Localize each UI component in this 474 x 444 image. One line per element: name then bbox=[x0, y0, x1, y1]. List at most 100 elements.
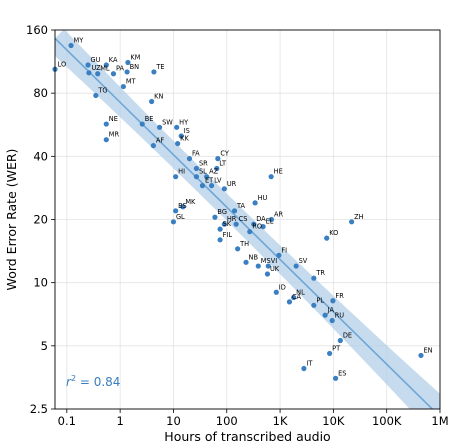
point-el bbox=[260, 224, 266, 230]
point-label-en: EN bbox=[423, 346, 432, 354]
point-az bbox=[204, 174, 210, 180]
point-tr bbox=[311, 275, 317, 281]
point-fa bbox=[186, 156, 193, 162]
point-cs bbox=[233, 221, 239, 227]
point-th bbox=[235, 246, 241, 252]
y-tick-label: 80 bbox=[33, 86, 48, 100]
point-af bbox=[150, 142, 156, 149]
point-label-ms: MS bbox=[261, 257, 271, 265]
point-label-fi: FI bbox=[281, 246, 287, 254]
point-label-fr: FR bbox=[335, 292, 344, 300]
point-uk bbox=[264, 271, 271, 277]
y-tick-label: 20 bbox=[33, 213, 48, 227]
x-tick-label: 100 bbox=[216, 414, 238, 428]
point-label-vi: VI bbox=[271, 257, 278, 265]
point-label-my: MY bbox=[74, 36, 85, 44]
point-sk bbox=[217, 226, 223, 232]
point-label-ca: CA bbox=[292, 293, 302, 301]
x-tick-label: 1K bbox=[273, 414, 288, 428]
point-hi bbox=[173, 174, 179, 180]
point-ca bbox=[286, 299, 293, 305]
point-label-gl: GL bbox=[176, 213, 185, 221]
point-hu bbox=[252, 200, 258, 206]
r-squared-annotation: r2 = 0.84 bbox=[66, 374, 120, 389]
y-tick-label: 10 bbox=[33, 276, 48, 290]
point-mr bbox=[103, 137, 109, 143]
point-ml bbox=[95, 71, 101, 77]
point-ur bbox=[221, 186, 227, 192]
point-label-ro: RO bbox=[252, 223, 262, 231]
point-it bbox=[301, 365, 307, 372]
point-label-da: DA bbox=[256, 215, 266, 223]
point-label-sv: SV bbox=[299, 257, 308, 265]
x-tick-label: 10K bbox=[322, 414, 345, 428]
point-label-mt: MT bbox=[126, 78, 137, 86]
point-bg bbox=[212, 214, 218, 220]
point-label-hr: HR bbox=[227, 215, 237, 223]
point-label-lo: LO bbox=[58, 60, 67, 68]
x-tick-label: 1 bbox=[116, 414, 123, 428]
point-ar bbox=[268, 216, 275, 223]
point-fil bbox=[217, 237, 223, 243]
point-label-tr: TR bbox=[315, 269, 325, 277]
point-label-ar: AR bbox=[274, 211, 284, 219]
point-label-uz: UZ bbox=[91, 64, 101, 72]
point-id bbox=[273, 289, 279, 295]
x-tick-label: 1M bbox=[431, 414, 448, 428]
x-tick-label: 10 bbox=[166, 414, 181, 428]
point-is bbox=[178, 133, 184, 139]
point-label-te: TE bbox=[155, 63, 164, 71]
point-label-ne: NE bbox=[109, 115, 118, 123]
point-label-lv: LV bbox=[214, 177, 222, 185]
point-pt bbox=[327, 350, 333, 357]
point-label-is: IS bbox=[184, 127, 190, 135]
point-pa bbox=[110, 71, 117, 77]
point-he bbox=[268, 174, 274, 180]
x-tick-label: 0.1 bbox=[58, 414, 76, 428]
point-uz bbox=[86, 70, 92, 76]
point-nb bbox=[243, 259, 249, 265]
point-es bbox=[332, 375, 339, 381]
confidence-band-layer bbox=[55, 30, 440, 409]
point-label-ka: KA bbox=[109, 56, 118, 64]
point-sv bbox=[293, 263, 299, 269]
point-pl bbox=[311, 302, 317, 308]
data-points bbox=[52, 42, 424, 381]
point-da bbox=[251, 221, 257, 227]
x-tick-label: 100K bbox=[372, 414, 402, 428]
point-label-fil: FIL bbox=[223, 231, 233, 239]
point-label-kn: KN bbox=[154, 93, 163, 101]
point-fr bbox=[330, 298, 336, 304]
point-label-hy: HY bbox=[179, 118, 189, 126]
point-label-sw: SW bbox=[162, 118, 173, 126]
point-ru bbox=[329, 317, 335, 324]
point-hy bbox=[174, 124, 180, 130]
point-label-zh: ZH bbox=[354, 213, 364, 221]
point-ms bbox=[255, 263, 261, 269]
point-mk bbox=[180, 204, 186, 210]
point-te bbox=[151, 69, 157, 75]
point-label-bg: BG bbox=[217, 208, 227, 216]
point-label-ko: KO bbox=[329, 229, 338, 237]
point-ka bbox=[103, 62, 109, 68]
point-bn bbox=[124, 69, 130, 75]
point-label-hi: HI bbox=[178, 168, 185, 176]
point-label-de: DE bbox=[343, 332, 352, 340]
point-be bbox=[139, 121, 145, 127]
y-tick-label: 5 bbox=[41, 339, 48, 353]
point-label-he: HE bbox=[274, 168, 283, 176]
point-label-mr: MR bbox=[109, 131, 120, 139]
point-label-pa: PA bbox=[116, 65, 125, 73]
point-label-bn: BN bbox=[130, 63, 140, 71]
point-ne bbox=[103, 121, 109, 127]
point-label-sr: SR bbox=[199, 160, 208, 168]
point-label-nb: NB bbox=[249, 253, 259, 261]
point-nl bbox=[291, 294, 297, 301]
y-tick-label: 40 bbox=[33, 149, 48, 163]
point-label-nl: NL bbox=[296, 288, 305, 296]
point-label-mk: MK bbox=[185, 198, 196, 206]
point-ta bbox=[231, 208, 238, 214]
point-label-sl: SL bbox=[199, 168, 207, 176]
point-label-kk: KK bbox=[180, 135, 189, 143]
regression-line bbox=[55, 37, 434, 409]
